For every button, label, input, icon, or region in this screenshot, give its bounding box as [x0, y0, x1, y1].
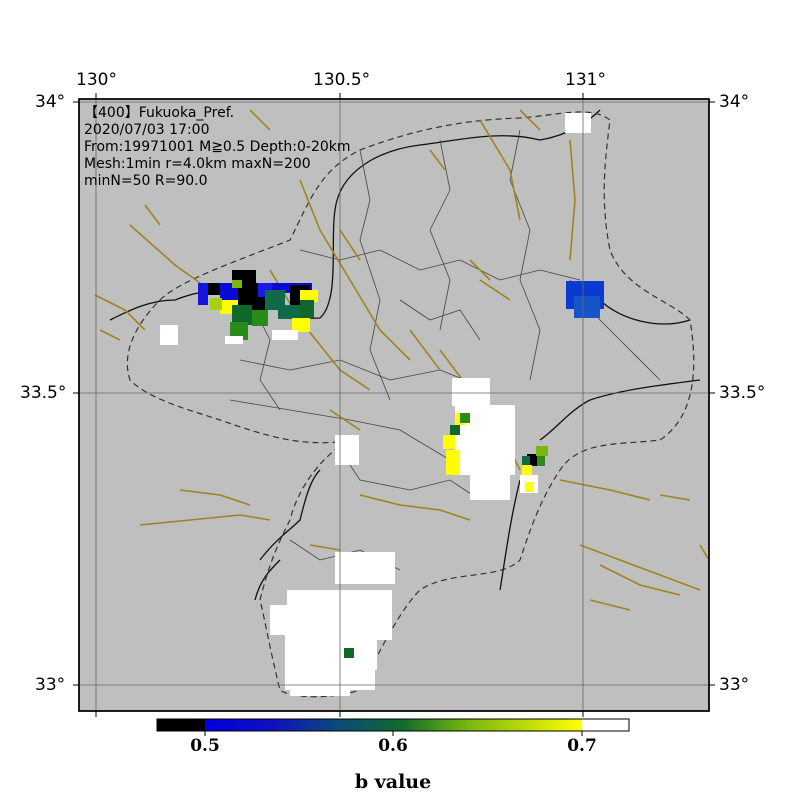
- prefecture-boundary: [126, 111, 695, 698]
- lat-tick-label: 33.5°: [719, 383, 766, 403]
- lat-tick-label: 34°: [719, 92, 750, 112]
- lon-tick-label: 130°: [76, 70, 117, 90]
- map-border: [78, 98, 710, 712]
- coastline-layer: [109, 109, 701, 601]
- timestamp-label: 2020/07/03 17:00: [84, 122, 210, 138]
- lon-tick-label: 131°: [565, 70, 606, 90]
- axis-ticks: [73, 93, 715, 717]
- lat-tick-label: 33.5°: [20, 383, 67, 403]
- fault-lines: [94, 109, 709, 611]
- b-value-cells: [198, 270, 604, 658]
- colorbar-tick-label: 0.6: [378, 736, 408, 756]
- min-params-label: minN=50 R=90.0: [84, 173, 208, 189]
- lat-tick-label: 33°: [719, 675, 750, 695]
- map-frame: [78, 98, 710, 712]
- region-title: 【400】Fukuoka_Pref.: [84, 105, 235, 121]
- lon-tick-label: 130.5°: [313, 70, 371, 90]
- period-filter-label: From:19971001 M≧0.5 Depth:0-20km: [84, 139, 351, 155]
- no-data-cells: [160, 113, 591, 696]
- lat-tick-label: 33°: [35, 675, 66, 695]
- colorbar-tick-label: 0.5: [190, 736, 220, 756]
- colorbar-title: b value: [354, 771, 432, 793]
- colorbar: [156, 718, 630, 736]
- graticule: [79, 99, 709, 711]
- lat-tick-label: 34°: [35, 92, 66, 112]
- colorbar-tick-label: 0.7: [567, 736, 597, 756]
- mesh-params-label: Mesh:1min r=4.0km maxN=200: [84, 156, 311, 172]
